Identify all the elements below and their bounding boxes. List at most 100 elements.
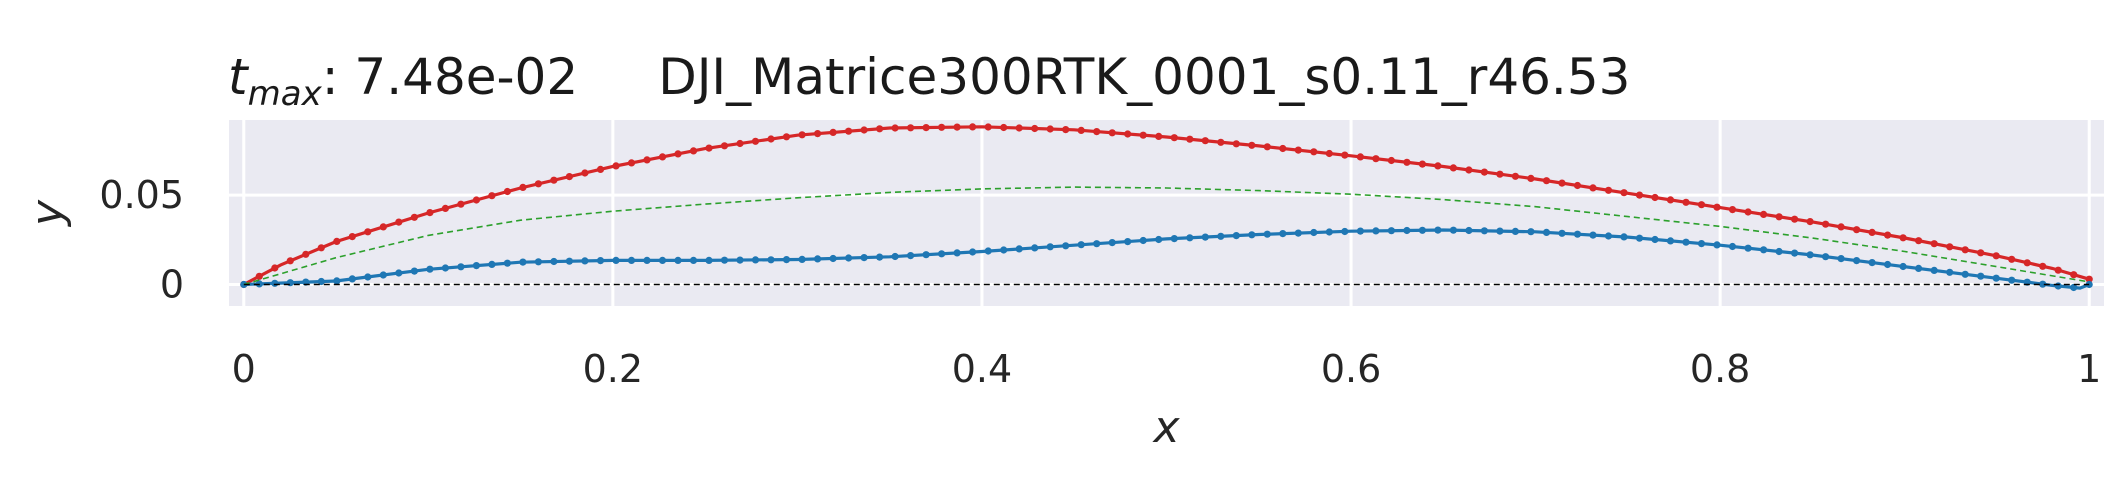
data-point — [1046, 125, 1054, 133]
data-point — [938, 123, 946, 131]
data-point — [1635, 191, 1644, 199]
data-point — [1201, 233, 1209, 241]
data-point — [782, 133, 791, 141]
data-point — [1325, 149, 1333, 158]
data-point — [1418, 160, 1426, 168]
data-point — [1465, 226, 1473, 235]
data-point — [1822, 253, 1830, 261]
data-point — [1744, 208, 1752, 216]
data-point — [1930, 240, 1938, 248]
data-point — [1372, 227, 1380, 235]
data-point — [1480, 168, 1488, 176]
data-point — [2023, 259, 2031, 267]
data-point — [457, 263, 465, 271]
data-point — [2039, 280, 2047, 288]
data-point — [1713, 203, 1721, 211]
data-point — [596, 257, 605, 265]
data-point — [1248, 231, 1256, 239]
data-point — [1713, 241, 1721, 249]
data-point — [596, 165, 605, 173]
data-point — [1977, 272, 1985, 280]
data-point — [1651, 193, 1659, 202]
data-point — [1201, 137, 1209, 145]
data-point — [2008, 255, 2016, 263]
data-point — [1992, 274, 2000, 282]
data-point — [705, 144, 713, 152]
y-tick-label: 0 — [160, 263, 184, 307]
data-point — [1279, 230, 1287, 238]
data-point — [984, 123, 992, 131]
data-point — [1728, 206, 1737, 214]
data-point — [2070, 283, 2078, 292]
series-upper-surface — [240, 123, 2093, 289]
data-point — [798, 255, 806, 263]
data-point — [255, 272, 263, 280]
data-point — [736, 256, 744, 264]
data-point — [1031, 244, 1039, 252]
data-point — [1837, 223, 1845, 231]
data-point — [1697, 240, 1706, 248]
data-point — [2054, 282, 2062, 290]
data-point — [1263, 143, 1271, 151]
data-point — [1387, 156, 1395, 165]
data-point — [1760, 246, 1768, 254]
data-point — [751, 256, 760, 264]
data-point — [1325, 228, 1333, 236]
data-point — [845, 127, 853, 135]
data-point — [503, 259, 511, 267]
data-point — [1356, 153, 1364, 161]
data-point — [333, 277, 341, 285]
data-point — [689, 147, 698, 155]
data-point — [953, 123, 961, 131]
data-point — [1000, 246, 1008, 254]
data-point — [488, 192, 496, 200]
data-point — [534, 180, 543, 188]
data-point — [689, 256, 698, 264]
data-point — [612, 162, 620, 170]
data-point — [1884, 260, 1892, 269]
data-point — [1310, 228, 1318, 237]
data-point — [922, 251, 930, 259]
data-point — [1217, 232, 1225, 240]
data-point — [1108, 129, 1116, 137]
data-point — [1697, 201, 1706, 209]
data-point — [674, 150, 682, 158]
data-point — [1015, 245, 1023, 253]
data-point — [1899, 234, 1907, 242]
data-point — [1449, 226, 1457, 234]
data-point — [379, 271, 387, 279]
data-point — [1992, 252, 2000, 260]
data-point — [674, 256, 682, 264]
data-point — [317, 244, 325, 252]
data-point — [565, 257, 574, 265]
data-point — [1946, 243, 1954, 251]
data-point — [550, 257, 558, 266]
data-point — [441, 264, 449, 272]
data-point — [1139, 131, 1147, 139]
data-point — [1822, 220, 1830, 228]
data-point — [798, 131, 806, 139]
data-point — [1558, 229, 1566, 237]
data-point — [1511, 227, 1519, 235]
data-point — [410, 267, 418, 275]
data-point — [1031, 124, 1039, 133]
data-point — [1294, 229, 1302, 237]
data-point — [1077, 241, 1085, 249]
data-point — [953, 249, 961, 257]
data-point — [333, 237, 341, 245]
data-point — [1403, 158, 1411, 166]
data-point — [1961, 270, 1969, 278]
data-point — [1232, 232, 1240, 240]
series-group — [240, 123, 2093, 292]
data-point — [1155, 132, 1163, 140]
x-axis-label: x — [1151, 402, 1180, 453]
data-point — [2039, 262, 2047, 270]
data-point — [581, 257, 589, 265]
data-point — [379, 223, 387, 231]
data-point — [1791, 249, 1799, 257]
data-point — [581, 169, 589, 177]
data-point — [1899, 262, 1907, 271]
data-point — [1511, 172, 1519, 180]
data-point — [1604, 232, 1613, 240]
data-point — [1806, 251, 1814, 259]
